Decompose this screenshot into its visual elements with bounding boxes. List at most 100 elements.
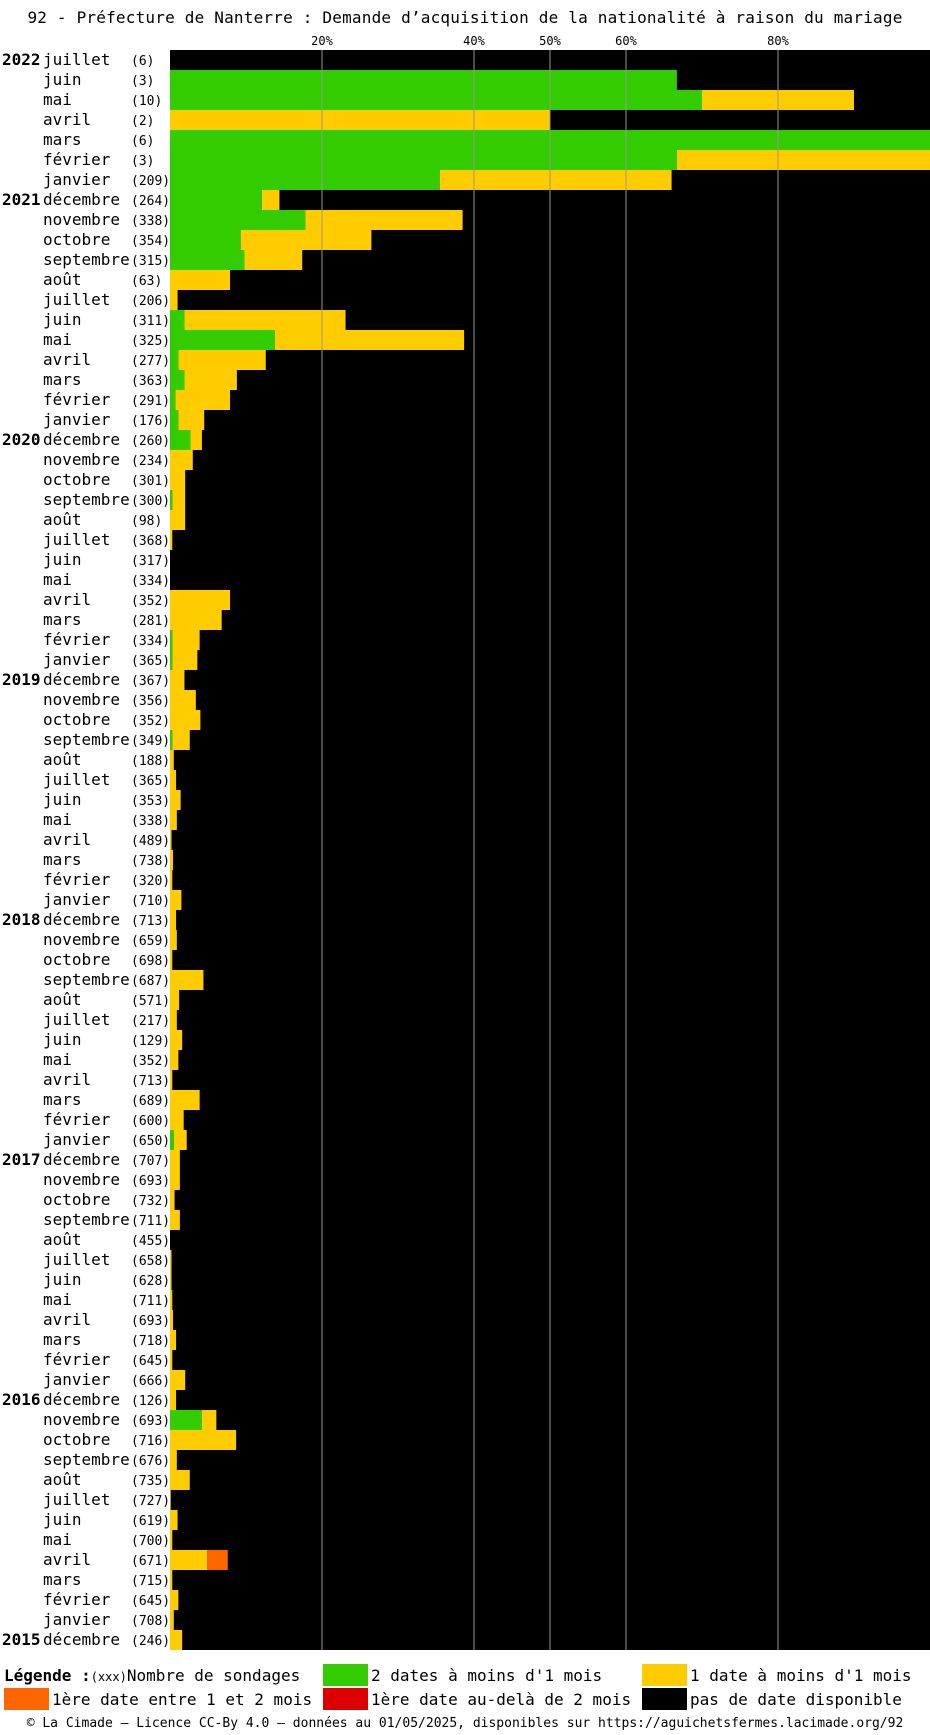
bar-yellow [170, 990, 180, 1010]
month-label: février [43, 1350, 111, 1369]
bar-yellow [178, 410, 205, 430]
bar-yellow [172, 650, 198, 670]
month-label: août [43, 270, 82, 289]
count-label: (715) [131, 1574, 170, 1589]
month-label: juin [43, 1030, 82, 1049]
month-label: avril [43, 590, 91, 609]
bar-yellow [170, 1490, 171, 1510]
bar-yellow [170, 1450, 177, 1470]
x-tick-label: 20% [311, 36, 333, 48]
bar-green [170, 410, 179, 430]
count-label: (352) [131, 714, 170, 729]
month-label: décembre [43, 1390, 120, 1409]
chart-title: 92 - Préfecture de Nanterre : Demande d’… [27, 8, 903, 27]
count-label: (6) [131, 54, 154, 69]
month-label: février [43, 1110, 111, 1129]
count-label: (693) [131, 1314, 170, 1329]
month-label: novembre [43, 450, 120, 469]
legend-swatch-yellow [642, 1664, 687, 1686]
bar-yellow [170, 1350, 173, 1370]
month-label: mars [43, 1570, 82, 1589]
month-label: octobre [43, 710, 110, 729]
count-label: (281) [131, 614, 170, 629]
year-label: 2017 [2, 1150, 41, 1169]
month-label: juillet [43, 1250, 110, 1269]
count-label: (645) [131, 1354, 170, 1369]
bar-green [170, 150, 677, 170]
bar-yellow [172, 490, 186, 510]
bar-yellow [170, 1270, 172, 1290]
month-label: juin [43, 310, 82, 329]
count-label: (338) [131, 814, 170, 829]
count-label: (732) [131, 1194, 170, 1209]
count-label: (246) [131, 1634, 170, 1649]
bar-yellow [170, 470, 186, 490]
count-label: (693) [131, 1174, 170, 1189]
bar-green [170, 210, 306, 230]
month-label: septembre [43, 730, 130, 749]
count-label: (63) [131, 274, 162, 289]
count-label: (368) [131, 534, 170, 549]
bar-green [170, 250, 245, 270]
month-label: juillet [43, 1010, 110, 1029]
legend-title: Légende :(xxx)Nombre de sondages [4, 1666, 301, 1685]
month-label: avril [43, 110, 91, 129]
legend-row-2: 1ère date entre 1 et 2 mois 1ère date au… [0, 1688, 930, 1710]
x-tick-label: 60% [615, 36, 637, 48]
legend-label-green: 2 dates à moins d'1 mois [371, 1666, 603, 1685]
count-label: (698) [131, 954, 170, 969]
count-label: (352) [131, 1054, 170, 1069]
bar-green [170, 370, 185, 390]
month-label: février [43, 150, 111, 169]
bar-yellow [170, 850, 174, 870]
bar-green [170, 330, 275, 350]
bar-yellow [170, 1370, 186, 1390]
bar-green [170, 430, 191, 450]
bar-yellow [261, 190, 280, 210]
month-label: mai [43, 330, 72, 349]
month-label: décembre [43, 430, 120, 449]
month-label: juin [43, 790, 82, 809]
count-label: (217) [131, 1014, 170, 1029]
count-label: (356) [131, 694, 170, 709]
x-tick-label: 40% [463, 36, 485, 48]
year-label: 2019 [2, 670, 41, 689]
month-label: novembre [43, 1410, 120, 1429]
bar-yellow [170, 1430, 237, 1450]
bar-yellow [170, 790, 181, 810]
bar-yellow [274, 330, 465, 350]
month-label: septembre [43, 1450, 130, 1469]
bar-green [170, 1410, 202, 1430]
bar-yellow [170, 890, 182, 910]
count-label: (365) [131, 654, 170, 669]
bar-yellow [184, 310, 346, 330]
bar-yellow [170, 830, 172, 850]
month-label: juin [43, 1510, 82, 1529]
bar-yellow [184, 370, 237, 390]
month-label: février [43, 870, 111, 889]
bar-yellow [170, 590, 231, 610]
bar-yellow [170, 1070, 173, 1090]
bar-yellow [170, 1590, 179, 1610]
count-label: (666) [131, 1374, 170, 1389]
month-label: octobre [43, 230, 110, 249]
bar-green [170, 190, 262, 210]
month-label: décembre [43, 910, 120, 929]
month-label: avril [43, 350, 91, 369]
count-label: (98) [131, 514, 162, 529]
count-label: (711) [131, 1294, 170, 1309]
month-label: janvier [43, 1370, 111, 1389]
legend-swatch-green [323, 1664, 368, 1686]
count-label: (708) [131, 1614, 170, 1629]
bar-yellow [170, 1110, 184, 1130]
count-label: (260) [131, 434, 170, 449]
bar-yellow [170, 1630, 183, 1650]
legend-swatch-red [323, 1688, 368, 1710]
count-label: (367) [131, 674, 170, 689]
count-label: (571) [131, 994, 170, 1009]
bar-yellow [244, 250, 303, 270]
year-label: 2016 [2, 1390, 41, 1409]
count-label: (687) [131, 974, 170, 989]
bar-yellow [170, 110, 550, 130]
count-label: (713) [131, 914, 170, 929]
